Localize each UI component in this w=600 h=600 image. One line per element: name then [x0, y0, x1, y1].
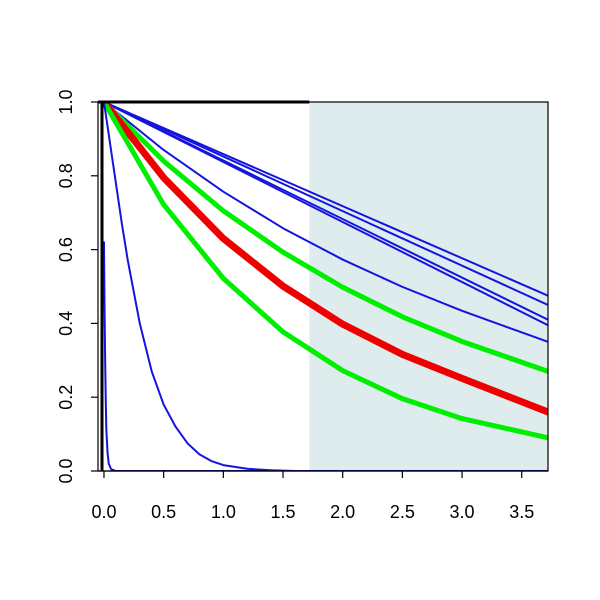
x-tick-label-5: 2.0: [330, 502, 355, 522]
series-line-7: [100, 102, 548, 416]
series-line-2: [102, 102, 548, 306]
y-tick-label-1: 0.0: [56, 458, 76, 483]
series-line-6: [101, 102, 548, 374]
plot-area: [97, 100, 549, 472]
y-tick-label-6: 1.0: [56, 89, 76, 114]
x-tick-label-8: 3.5: [509, 502, 534, 522]
y-tick-label-5: 0.8: [56, 163, 76, 188]
series-line-10: [102, 241, 548, 471]
x-tick-label-4: 1.5: [270, 502, 295, 522]
x-tick-label-1: 0.0: [91, 502, 116, 522]
series-line-5: [102, 102, 548, 343]
y-tick-label-2: 0.2: [56, 385, 76, 410]
series-group: [100, 102, 548, 471]
x-tick-label-7: 3.0: [450, 502, 475, 522]
x-axis: 0.0 0.5 1.0 1.5 2.0 2.5 3.0 3.5: [91, 470, 548, 522]
x-tick-label-6: 2.5: [390, 502, 415, 522]
series-line-4: [102, 102, 548, 327]
series-line-8: [101, 102, 548, 441]
y-axis: 0.0 0.2 0.4 0.6 0.8 1.0: [56, 89, 104, 484]
x-tick-label-3: 1.0: [211, 502, 236, 522]
series-line-1: [102, 102, 548, 297]
y-tick-label-4: 0.6: [56, 237, 76, 262]
y-tick-label-3: 0.4: [56, 311, 76, 336]
x-tick-label-2: 0.5: [151, 502, 176, 522]
